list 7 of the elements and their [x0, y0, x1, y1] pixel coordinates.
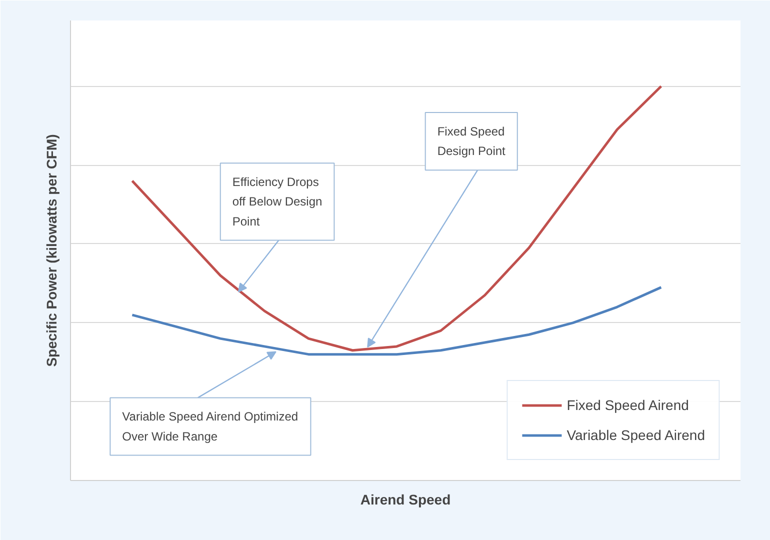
annotation: Variable Speed Airend Optimized Over Wide Range — [122, 410, 298, 444]
y-axis-title: Specific Power (kilowatts per CFM) — [44, 134, 60, 367]
annotation: Efficiency Drops off Below Design Point — [232, 175, 322, 228]
x-axis-title: Airend Speed — [360, 492, 451, 508]
annotation: Fixed Speed Design Point — [437, 124, 506, 158]
legend-label: Variable Speed Airend — [566, 427, 705, 443]
legend-label: Fixed Speed Airend — [566, 397, 689, 413]
